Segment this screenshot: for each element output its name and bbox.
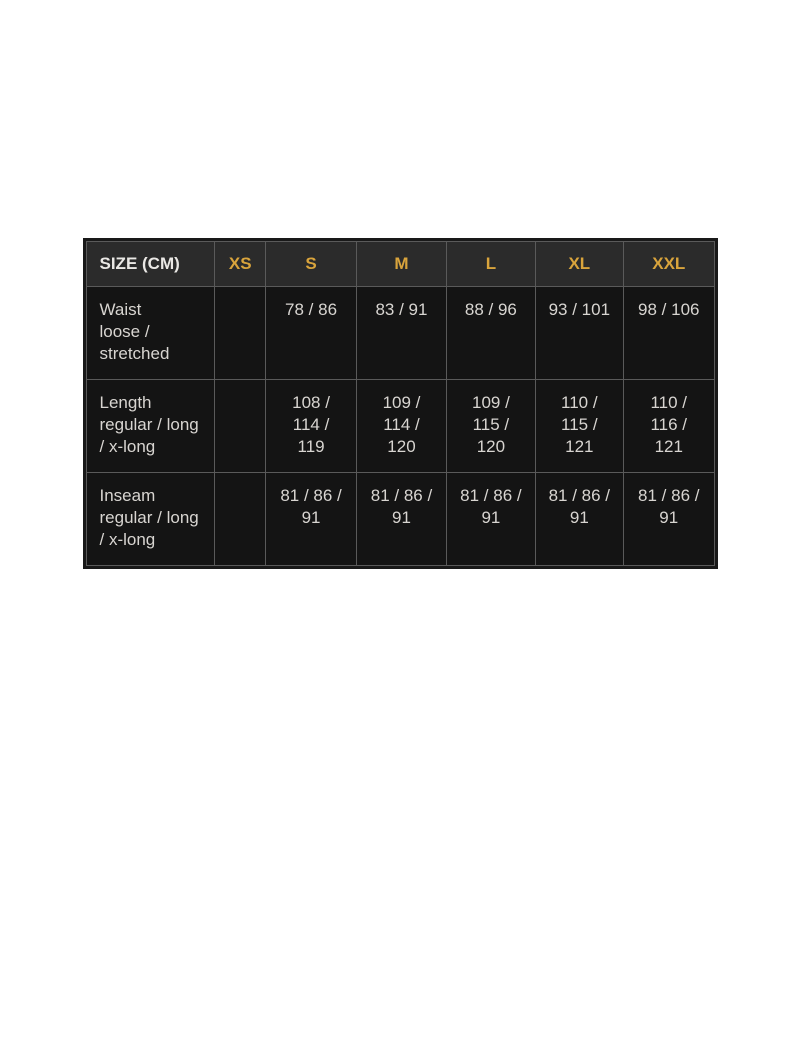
col-header-s: S [265, 241, 357, 287]
cell-inseam-xs [214, 472, 267, 566]
col-header-xxl: XXL [623, 241, 715, 287]
cell-inseam-xxl: 81 / 86 / 91 [623, 472, 715, 566]
row-label-length: Length regular / long / x-long [85, 379, 216, 473]
cell-inseam-l: 81 / 86 / 91 [446, 472, 536, 566]
col-header-m: M [355, 241, 448, 287]
col-header-xl: XL [534, 241, 625, 287]
cell-waist-xs [214, 286, 267, 380]
cell-length-xl: 110 / 115 / 121 [534, 379, 625, 473]
table-row-inseam: Inseam regular / long / x-long 81 / 86 /… [85, 472, 715, 566]
row-label-waist: Waist loose / stretched [85, 286, 216, 380]
cell-waist-xl: 93 / 101 [534, 286, 625, 380]
page-canvas: SIZE (CM) XS S M L XL XXL Waist loose / … [0, 238, 800, 569]
col-header-l: L [446, 241, 536, 287]
size-chart-frame: SIZE (CM) XS S M L XL XXL Waist loose / … [82, 238, 718, 569]
table-row-waist: Waist loose / stretched 78 / 86 83 / 91 … [85, 286, 715, 380]
cell-length-xxl: 110 / 116 / 121 [623, 379, 715, 473]
header-row: SIZE (CM) XS S M L XL XXL [85, 241, 715, 287]
cell-inseam-xl: 81 / 86 / 91 [534, 472, 625, 566]
size-unit-header: SIZE (CM) [85, 241, 216, 287]
cell-waist-l: 88 / 96 [446, 286, 536, 380]
table-row-length: Length regular / long / x-long 108 / 114… [85, 379, 715, 473]
cell-inseam-m: 81 / 86 / 91 [355, 472, 448, 566]
cell-waist-s: 78 / 86 [265, 286, 357, 380]
cell-waist-m: 83 / 91 [355, 286, 448, 380]
cell-inseam-s: 81 / 86 / 91 [265, 472, 357, 566]
cell-waist-xxl: 98 / 106 [623, 286, 715, 380]
cell-length-l: 109 / 115 / 120 [446, 379, 536, 473]
size-chart-table: SIZE (CM) XS S M L XL XXL Waist loose / … [85, 241, 715, 566]
cell-length-m: 109 / 114 / 120 [355, 379, 448, 473]
row-label-inseam: Inseam regular / long / x-long [85, 472, 216, 566]
cell-length-xs [214, 379, 267, 473]
cell-length-s: 108 / 114 / 119 [265, 379, 357, 473]
col-header-xs: XS [214, 241, 267, 287]
